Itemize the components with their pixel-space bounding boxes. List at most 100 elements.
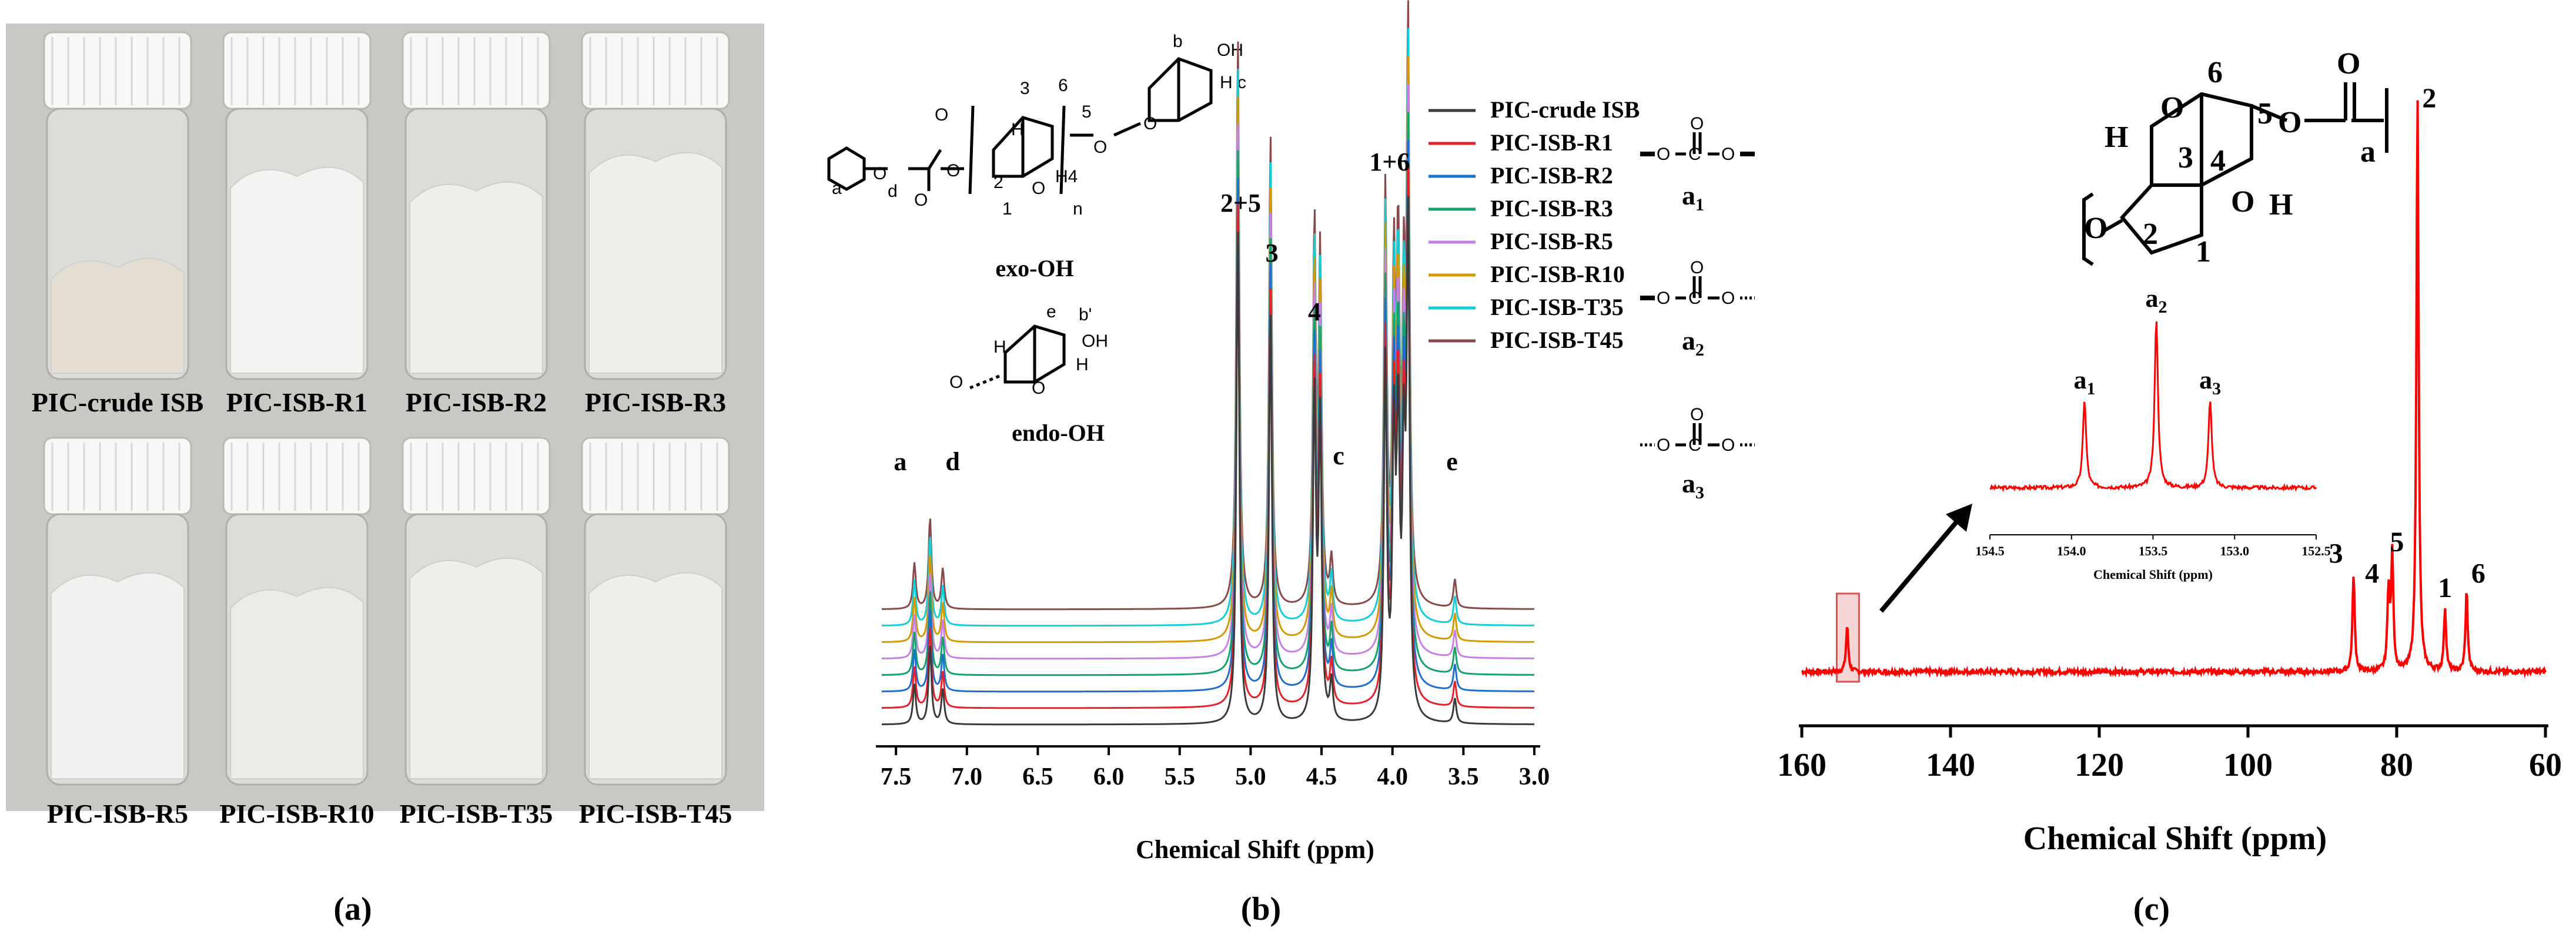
series-line [882, 112, 1534, 676]
vial-label: PIC-ISB-R3 [585, 387, 726, 417]
series-line [881, 56, 1534, 644]
isb-carbonate-structure [2082, 82, 2388, 266]
x-tick-label: 7.5 [881, 763, 912, 790]
structure-label: H [2269, 188, 2293, 222]
vial-sample [588, 572, 722, 779]
peak-label: 5 [2390, 527, 2404, 558]
vial-sample [230, 587, 364, 779]
structure-label: a [2360, 135, 2376, 169]
x-tick-label: 60 [2529, 747, 2562, 783]
legend-label: PIC-ISB-R5 [1490, 228, 1613, 254]
series-line [882, 84, 1535, 660]
vial-cap [402, 437, 551, 515]
structure-label: OH [1217, 41, 1243, 60]
vial-cap [581, 31, 730, 110]
panel-a-photos: PIC-crude ISB PIC-ISB-R1 PIC-ISB-R2 PIC-ISB… [6, 24, 764, 829]
peak-annotation: 2+5 [1220, 189, 1261, 217]
structure-label: H [1011, 120, 1024, 139]
vial-cap [402, 31, 551, 110]
series-line [882, 196, 1534, 726]
isb-polymer-structure [827, 57, 1213, 390]
vial: PIC-ISB-R1 [222, 31, 372, 417]
structure-label: O [914, 190, 928, 210]
structure-label: 6 [1058, 76, 1068, 95]
peak-label: 3 [2329, 538, 2343, 569]
panel-c-xlabel: Chemical Shift (ppm) [2023, 820, 2327, 857]
vial-sample [588, 152, 722, 374]
legend-label: PIC-ISB-T45 [1490, 327, 1624, 353]
vial-label: PIC-crude ISB [32, 387, 204, 417]
peak-label: 2 [2422, 83, 2436, 114]
structure-label: C [1688, 289, 1701, 308]
structure-label: O [1657, 435, 1670, 455]
structure-label: H [993, 337, 1006, 357]
carbonate-structures [1640, 132, 1755, 447]
structure-label: O [2160, 91, 2184, 125]
x-tick-label: 3.5 [1448, 763, 1479, 790]
structure-label: n [1073, 199, 1083, 219]
peak-annotation: 4 [1308, 297, 1321, 326]
structure-label: b' [1079, 305, 1092, 324]
structure-label: O [1721, 435, 1735, 455]
inset-arrow [1879, 515, 1963, 613]
structure-label: O [946, 161, 960, 180]
inset-xlabel: Chemical Shift (ppm) [2093, 567, 2213, 582]
vial-cap [43, 31, 192, 110]
structure-label: 1 [1002, 199, 1012, 219]
structure-label: 2 [993, 173, 1003, 192]
structure-label: d [888, 182, 898, 201]
inset-peak-label: a3 [2199, 366, 2221, 398]
structure-label: H [1076, 355, 1089, 374]
vial: PIC-ISB-T35 [400, 437, 553, 829]
x-tick-label: 160 [1777, 747, 1826, 783]
x-tick-label: 100 [2223, 747, 2273, 783]
structure-label: O [1032, 179, 1045, 198]
peak-annotation: 1+6 [1369, 148, 1410, 176]
x-tick-label: 120 [2075, 747, 2124, 783]
vial-cap [43, 437, 192, 515]
inset-x-tick-label: 153.5 [2139, 544, 2168, 558]
x-tick-label: 4.5 [1306, 763, 1337, 790]
x-tick-label: 7.0 [952, 763, 983, 790]
vial: PIC-ISB-R5 [43, 437, 192, 829]
structure-label: H4 [1055, 167, 1078, 186]
carbonate-label: a2 [1682, 326, 1704, 360]
vial: PIC-ISB-R10 [219, 437, 374, 829]
vial-sample [409, 181, 543, 374]
structure-label: 3 [2178, 141, 2193, 175]
peak-label: 6 [2471, 558, 2485, 589]
inset-arrow-head [1946, 504, 1972, 532]
legend-label: PIC-ISB-T35 [1490, 294, 1624, 320]
inset-x-tick-label: 154.0 [2057, 544, 2086, 558]
structure-label: C [1688, 145, 1701, 164]
structure-label: O [2084, 212, 2107, 245]
series-line [882, 167, 1534, 709]
structure-label: O [2337, 47, 2360, 81]
structure-label: O [1032, 378, 1045, 398]
vial-sample [51, 572, 185, 779]
x-tick-label: 140 [1926, 747, 1975, 783]
legend-label: PIC-ISB-R10 [1490, 261, 1625, 287]
legend-label: PIC-ISB-R3 [1490, 195, 1613, 222]
structure-label: OH [1082, 331, 1108, 351]
legend-label: PIC-crude ISB [1490, 96, 1640, 123]
panel-a-label: (a) [333, 891, 372, 927]
structure-label: 4 [2210, 144, 2226, 177]
inset-x-tick-label: 154.5 [1975, 544, 2005, 558]
vial-label: PIC-ISB-R1 [226, 387, 367, 417]
structure-label: O [1690, 114, 1704, 133]
structure-label: O [1721, 289, 1735, 308]
inset-x-tick-label: 153.0 [2220, 544, 2250, 558]
vial-label: PIC-ISB-R5 [47, 799, 188, 829]
structure-label: 6 [2207, 56, 2223, 89]
peak-label: 4 [2365, 558, 2379, 589]
panel-b-label: (b) [1241, 891, 1281, 927]
vial-label: PIC-ISB-R2 [406, 387, 547, 417]
structure-label: O [1657, 289, 1670, 308]
panel-b-xlabel: Chemical Shift (ppm) [1136, 835, 1374, 864]
panel-c-label: (c) [2133, 891, 2170, 927]
x-tick-label: 3.0 [1519, 763, 1550, 790]
structure-label: O [2231, 185, 2254, 219]
